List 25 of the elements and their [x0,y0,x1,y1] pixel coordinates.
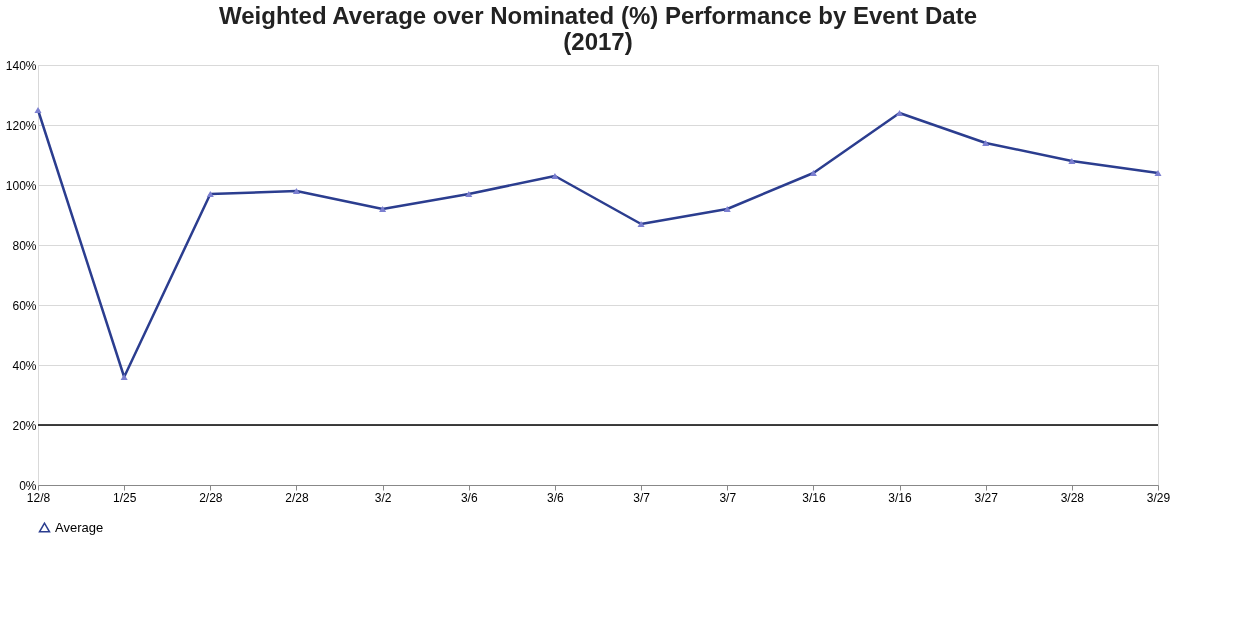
legend-label: Average [55,519,104,535]
x-tick-label: 12/8 [26,490,51,505]
y-tick-label: 140% [5,58,37,73]
y-tick-label: 100% [5,178,37,193]
y-tick-label: 80% [12,238,37,253]
x-tick-label: 3/16 [888,490,913,505]
y-tick-label: 20% [12,418,37,433]
y-tick-label: 120% [5,118,37,133]
y-tick-label: 60% [12,298,37,313]
x-tick-label: 3/6 [460,490,478,505]
y-tick-label: 0% [19,478,37,493]
x-tick-label: 3/7 [633,490,651,505]
x-tick-label: 3/6 [547,490,565,505]
x-tick-label: 3/7 [719,490,737,505]
x-tick-label: 1/25 [112,490,137,505]
x-tick-label: 3/16 [802,490,826,505]
x-tick-label: 2/28 [199,490,223,505]
text: Weighted Average over Nominated (%) Performance by Event Date [219,2,977,29]
x-tick-label: 3/2 [374,490,392,505]
y-tick-label: 40% [12,358,37,373]
x-tick-label: 3/29 [1146,490,1171,505]
x-tick-label: 3/27 [974,490,999,505]
x-tick-label: 2/28 [285,490,309,505]
x-tick-label: 3/28 [1060,490,1085,505]
text: (2017) [563,28,633,55]
